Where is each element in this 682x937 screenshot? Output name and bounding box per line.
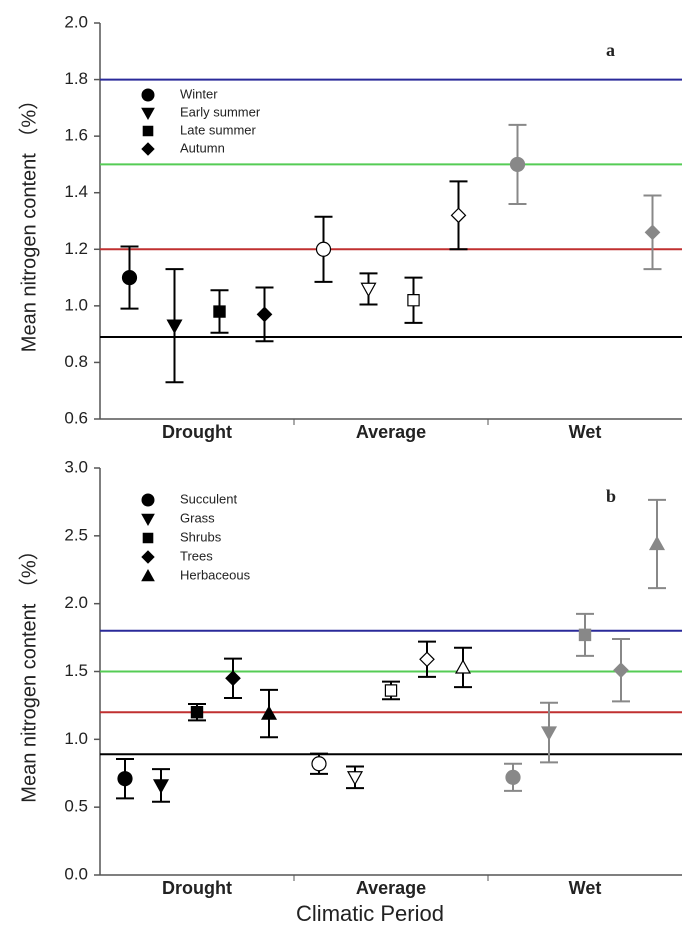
data-point xyxy=(505,769,521,785)
x-tick-label: Drought xyxy=(162,878,232,898)
legend-label: Shrubs xyxy=(180,529,222,544)
x-tick-label: Wet xyxy=(569,422,602,442)
data-point xyxy=(384,684,398,697)
data-point xyxy=(407,294,420,307)
legend-label: Succulent xyxy=(180,491,237,506)
y-tick-label: 1.8 xyxy=(64,69,88,88)
panel-label: b xyxy=(606,486,616,506)
legend-marker xyxy=(141,568,155,582)
y-tick-label: 1.5 xyxy=(64,661,88,680)
x-tick-label: Average xyxy=(356,422,426,442)
y-tick-label: 2.5 xyxy=(64,525,88,544)
data-point xyxy=(454,659,472,674)
legend-label: Late summer xyxy=(180,122,257,137)
y-tick-label: 1.0 xyxy=(64,729,88,748)
y-tick-label: 0.0 xyxy=(64,864,88,883)
data-point xyxy=(346,771,364,786)
y-tick-label: 2.0 xyxy=(64,593,88,612)
legend-marker xyxy=(141,493,155,507)
data-point xyxy=(613,662,629,678)
legend-label: Early summer xyxy=(180,104,261,119)
y-tick-label: 3.0 xyxy=(64,457,88,476)
data-point xyxy=(360,282,377,298)
y-tick-label: 1.0 xyxy=(64,295,88,314)
y-axis-label: Mean nitrogen content （%） xyxy=(17,540,40,802)
data-point xyxy=(578,628,592,642)
legend-label: Autumn xyxy=(180,140,225,155)
x-tick-label: Drought xyxy=(162,422,232,442)
data-point xyxy=(166,319,183,334)
data-point xyxy=(540,726,558,741)
legend-label: Winter xyxy=(180,86,218,101)
data-point xyxy=(509,156,526,173)
y-tick-label: 0.8 xyxy=(64,352,88,371)
panel-label: a xyxy=(606,40,615,60)
data-point xyxy=(121,269,138,286)
legend-marker xyxy=(141,513,155,527)
data-point xyxy=(315,241,332,257)
data-point xyxy=(190,706,204,719)
x-tick-label: Average xyxy=(356,878,426,898)
data-point xyxy=(644,224,661,241)
data-point xyxy=(117,771,133,787)
y-tick-label: 0.6 xyxy=(64,408,88,427)
data-point xyxy=(260,705,278,720)
data-point xyxy=(213,305,226,318)
y-tick-label: 2.0 xyxy=(64,12,88,31)
legend-marker xyxy=(141,88,155,102)
legend-label: Trees xyxy=(180,548,213,563)
data-point xyxy=(256,306,273,323)
legend-marker xyxy=(141,550,155,564)
legend-marker xyxy=(141,142,155,156)
data-point xyxy=(419,651,435,668)
data-point xyxy=(648,535,666,551)
legend-marker xyxy=(141,107,155,121)
y-tick-label: 1.4 xyxy=(64,182,88,201)
data-point xyxy=(225,670,241,687)
x-tick-label: Wet xyxy=(569,878,602,898)
y-tick-label: 1.2 xyxy=(64,239,88,258)
legend-label: Herbaceous xyxy=(180,567,251,582)
data-point xyxy=(450,207,467,224)
legend-marker xyxy=(142,125,154,137)
data-point xyxy=(152,779,170,794)
x-axis-label: Climatic Period xyxy=(296,901,444,926)
data-point xyxy=(311,756,327,772)
y-axis-label: Mean nitrogen content （%） xyxy=(17,90,40,352)
y-tick-label: 1.6 xyxy=(64,126,88,145)
legend-label: Grass xyxy=(180,510,215,525)
legend-marker xyxy=(142,532,154,544)
y-tick-label: 0.5 xyxy=(64,797,88,816)
